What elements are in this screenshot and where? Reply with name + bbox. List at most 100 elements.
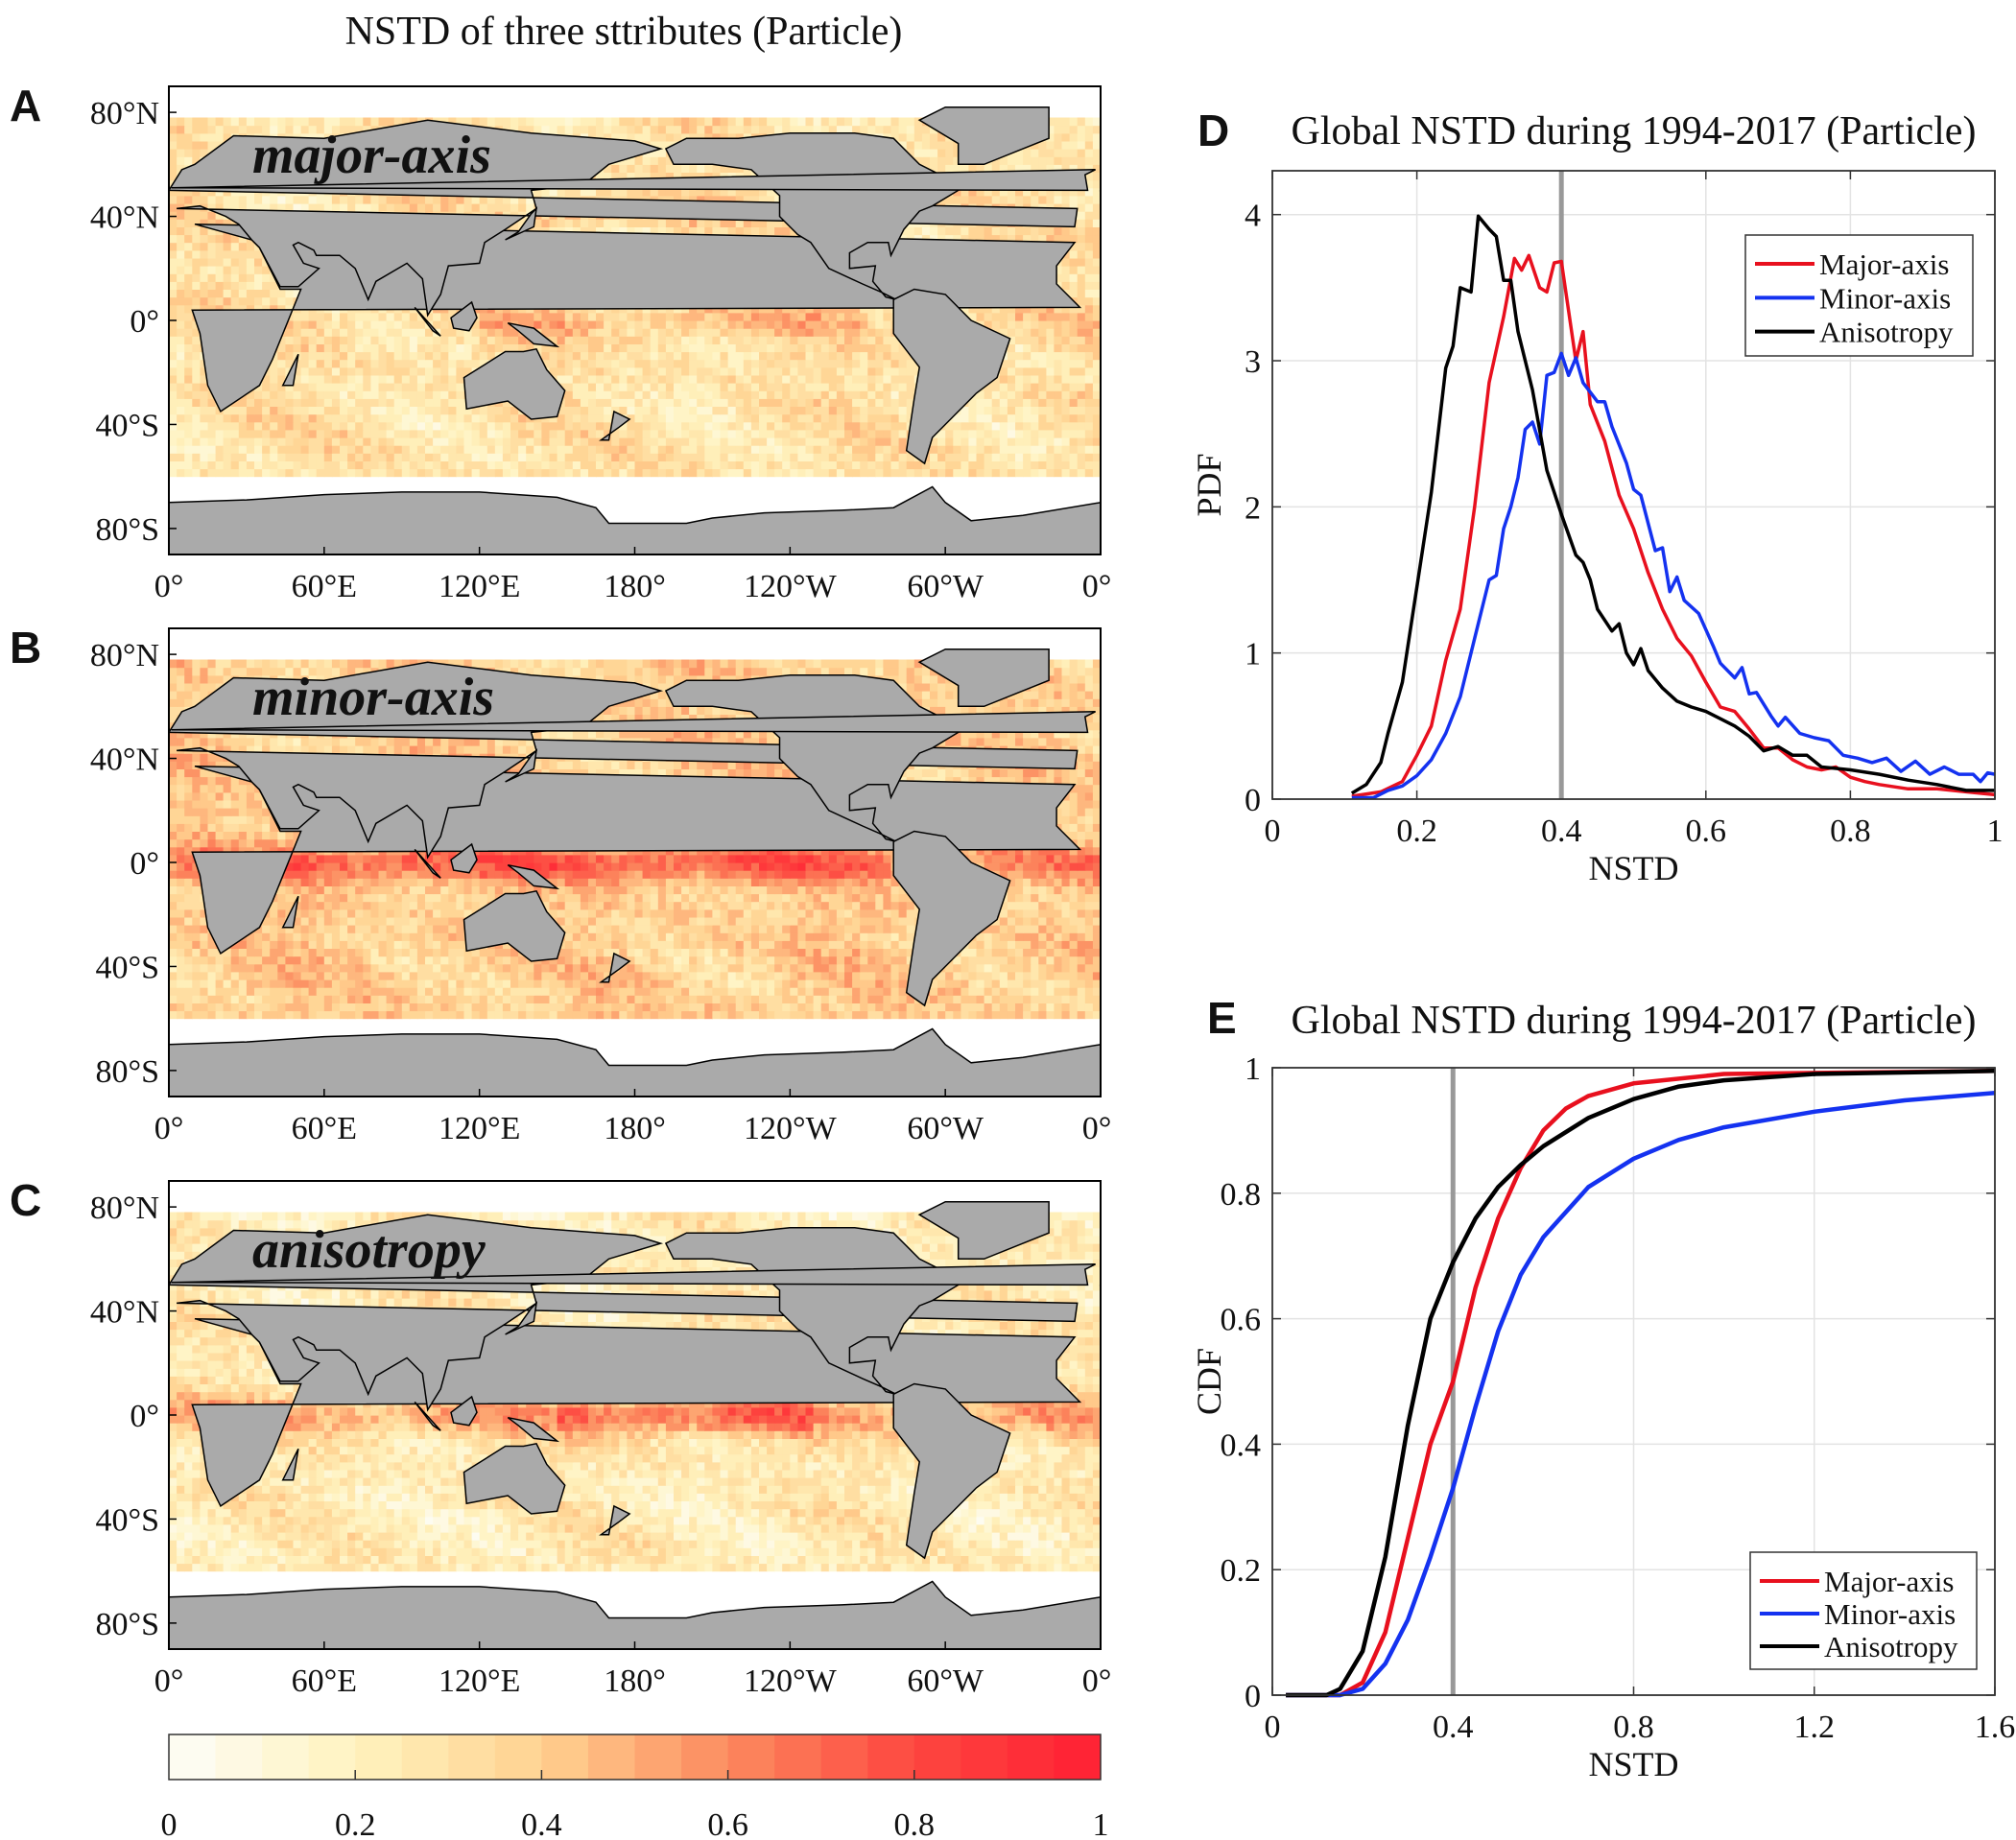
lon-tick-label: 0° — [1082, 1663, 1112, 1699]
land — [917, 106, 1050, 166]
panel-letter: D — [1198, 106, 1229, 155]
legend-label: Major-axis — [1819, 248, 1949, 281]
land — [1439, 865, 1488, 888]
y-axis-label: PDF — [1190, 453, 1228, 516]
x-tick-label: 0 — [1265, 814, 1281, 849]
lon-tick-label: 0° — [154, 1663, 184, 1699]
land — [414, 1401, 441, 1431]
lon-tick-label: 120°E — [439, 569, 520, 604]
colorbar-swatch — [1054, 1734, 1102, 1780]
x-tick-label: 0.2 — [1396, 814, 1437, 849]
map-area — [0, 628, 1941, 1097]
panel-letter: B — [10, 623, 41, 672]
map-title: major-axis — [252, 126, 491, 185]
lon-tick-label: 60°W — [907, 569, 984, 604]
colorbar-swatch — [215, 1734, 263, 1780]
land — [414, 848, 441, 879]
lat-tick-label: 40°N — [90, 743, 159, 778]
axes-frame — [1271, 1067, 1996, 1696]
colorbar-swatch — [587, 1734, 635, 1780]
map-panels: 80°N 40°N 0° 40°S 80°S 0° 60°E 120°E 180° 120°W 60… — [0, 81, 1941, 1699]
land — [917, 648, 1050, 708]
x-tick-label: 0.8 — [1613, 1710, 1654, 1745]
colorbar-tick-label: 0.6 — [707, 1807, 748, 1840]
lat-tick-label: 80°N — [90, 638, 159, 673]
lat-tick-label: 40°N — [90, 201, 159, 236]
land — [0, 1228, 27, 1395]
land — [917, 1200, 1050, 1261]
land — [1396, 891, 1497, 961]
x-tick-label: 1 — [1987, 814, 2004, 849]
colorbar-tick-label: 0.4 — [521, 1807, 562, 1840]
y-axis-label: CDF — [1190, 1348, 1228, 1415]
colorbar-frame — [168, 1734, 1102, 1781]
colorbar-tick-label: 0.2 — [335, 1807, 376, 1840]
land — [462, 347, 566, 420]
lon-tick-label: 0° — [1082, 569, 1112, 604]
land — [0, 767, 148, 954]
landmasses — [0, 106, 1230, 554]
land — [507, 863, 560, 890]
legend-label: Minor-axis — [1819, 281, 1951, 315]
map-title: minor-axis — [252, 668, 494, 727]
land — [507, 1416, 560, 1443]
colorbar-tick-label: 1 — [1093, 1807, 1109, 1840]
land — [169, 661, 1079, 860]
colorbar-swatch — [867, 1734, 915, 1780]
land — [505, 206, 538, 241]
land — [0, 170, 164, 191]
lon-tick-label: 60°W — [907, 1663, 984, 1699]
land — [507, 321, 560, 348]
land — [1215, 354, 1230, 386]
legend-label: Anisotropy — [1824, 1630, 1958, 1663]
land — [171, 169, 1096, 192]
land — [0, 224, 148, 412]
lon-tick-label: 60°E — [292, 1111, 357, 1146]
land — [0, 133, 27, 299]
colorbar-swatch — [727, 1734, 775, 1780]
lon-tick-label: 120°W — [744, 1111, 838, 1146]
land — [0, 1264, 164, 1286]
panel-letter: C — [10, 1175, 41, 1225]
x-tick-label: 0.8 — [1830, 814, 1871, 849]
land — [0, 832, 79, 1006]
land — [1825, 832, 1941, 1006]
map-title: anisotropy — [252, 1220, 486, 1280]
land — [169, 485, 1101, 554]
land — [599, 1504, 631, 1536]
colorbar-swatch — [448, 1734, 496, 1780]
legend-box — [1744, 234, 1974, 357]
lat-tick-label: 40°S — [95, 950, 159, 985]
map-panel-c: 80°N 40°N 0° 40°S 80°S 0° 60°E 120°E 180° 120°W 60… — [0, 1175, 1112, 1699]
lat-tick-label: 40°S — [95, 1502, 159, 1538]
panel-letter: E — [1207, 993, 1237, 1043]
land — [599, 952, 631, 983]
lon-tick-label: 0° — [1082, 1111, 1112, 1146]
land — [892, 1382, 1011, 1560]
y-tick-label: 0.6 — [1221, 1303, 1262, 1338]
x-tick-label: 0 — [1265, 1710, 1281, 1745]
colorbar-swatch — [169, 1734, 217, 1780]
x-tick-label: 1.2 — [1794, 1710, 1836, 1745]
x-tick-label: 0.4 — [1433, 1710, 1474, 1745]
colorbar-swatch — [634, 1734, 682, 1780]
land — [281, 353, 299, 387]
y-tick-label: 0.4 — [1221, 1427, 1262, 1463]
lat-tick-label: 80°S — [95, 1607, 159, 1642]
land — [892, 830, 1011, 1007]
lat-tick-label: 0° — [130, 1399, 159, 1434]
y-tick-label: 4 — [1245, 199, 1261, 234]
map-area — [0, 86, 1230, 554]
colorbar-tick-label: 0.8 — [894, 1807, 936, 1840]
series-line-major-axis — [1286, 1069, 1996, 1698]
y-tick-label: 0 — [1245, 783, 1261, 818]
lon-tick-label: 180° — [604, 1111, 666, 1146]
legend-label: Major-axis — [1824, 1565, 1954, 1598]
y-tick-label: 0.2 — [1221, 1553, 1262, 1589]
lon-tick-label: 120°E — [439, 1663, 520, 1699]
land — [450, 842, 478, 874]
x-tick-label: 1.6 — [1975, 1710, 2016, 1745]
land — [0, 290, 79, 464]
land — [1346, 849, 1372, 878]
